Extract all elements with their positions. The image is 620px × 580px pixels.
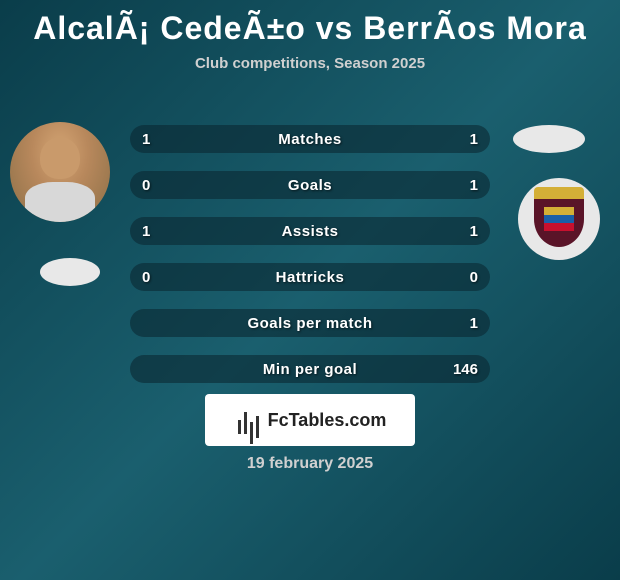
stat-label: Hattricks (276, 269, 345, 286)
stat-label: Goals (288, 177, 332, 194)
stat-left-value: 1 (142, 131, 150, 148)
page-subtitle: Club competitions, Season 2025 (0, 55, 620, 72)
stat-row: Min per goal 146 (130, 355, 490, 383)
stat-label: Goals per match (247, 315, 372, 332)
brand-text: FcTables.com (268, 410, 387, 431)
stat-row: Goals per match 1 (130, 309, 490, 337)
stat-label: Min per goal (263, 361, 357, 378)
stat-right-value: 146 (453, 361, 478, 378)
stat-right-value: 1 (470, 223, 478, 240)
stat-left-value: 1 (142, 223, 150, 240)
stat-left-value: 0 (142, 177, 150, 194)
stat-right-value: 1 (470, 315, 478, 332)
player-right-flag (513, 125, 585, 153)
stat-label: Assists (282, 223, 339, 240)
club-shield-icon (534, 191, 584, 247)
player-left-flag (40, 258, 100, 286)
stat-left-value: 0 (142, 269, 150, 286)
player-right-club-logo (518, 178, 600, 260)
stat-label: Matches (278, 131, 342, 148)
brand-chart-icon (234, 406, 262, 434)
stat-row: 0 Hattricks 0 (130, 263, 490, 291)
stat-right-value: 1 (470, 177, 478, 194)
stat-right-value: 0 (470, 269, 478, 286)
stat-right-value: 1 (470, 131, 478, 148)
stat-row: 0 Goals 1 (130, 171, 490, 199)
stat-row: 1 Matches 1 (130, 125, 490, 153)
stats-container: 1 Matches 1 0 Goals 1 1 Assists 1 0 Hatt… (130, 125, 490, 401)
page-title: AlcalÃ¡ CedeÃ±o vs BerrÃ­os Mora (0, 0, 620, 47)
stat-row: 1 Assists 1 (130, 217, 490, 245)
date-text: 19 february 2025 (0, 455, 620, 473)
brand-badge: FcTables.com (205, 394, 415, 446)
player-left-avatar (10, 122, 110, 222)
